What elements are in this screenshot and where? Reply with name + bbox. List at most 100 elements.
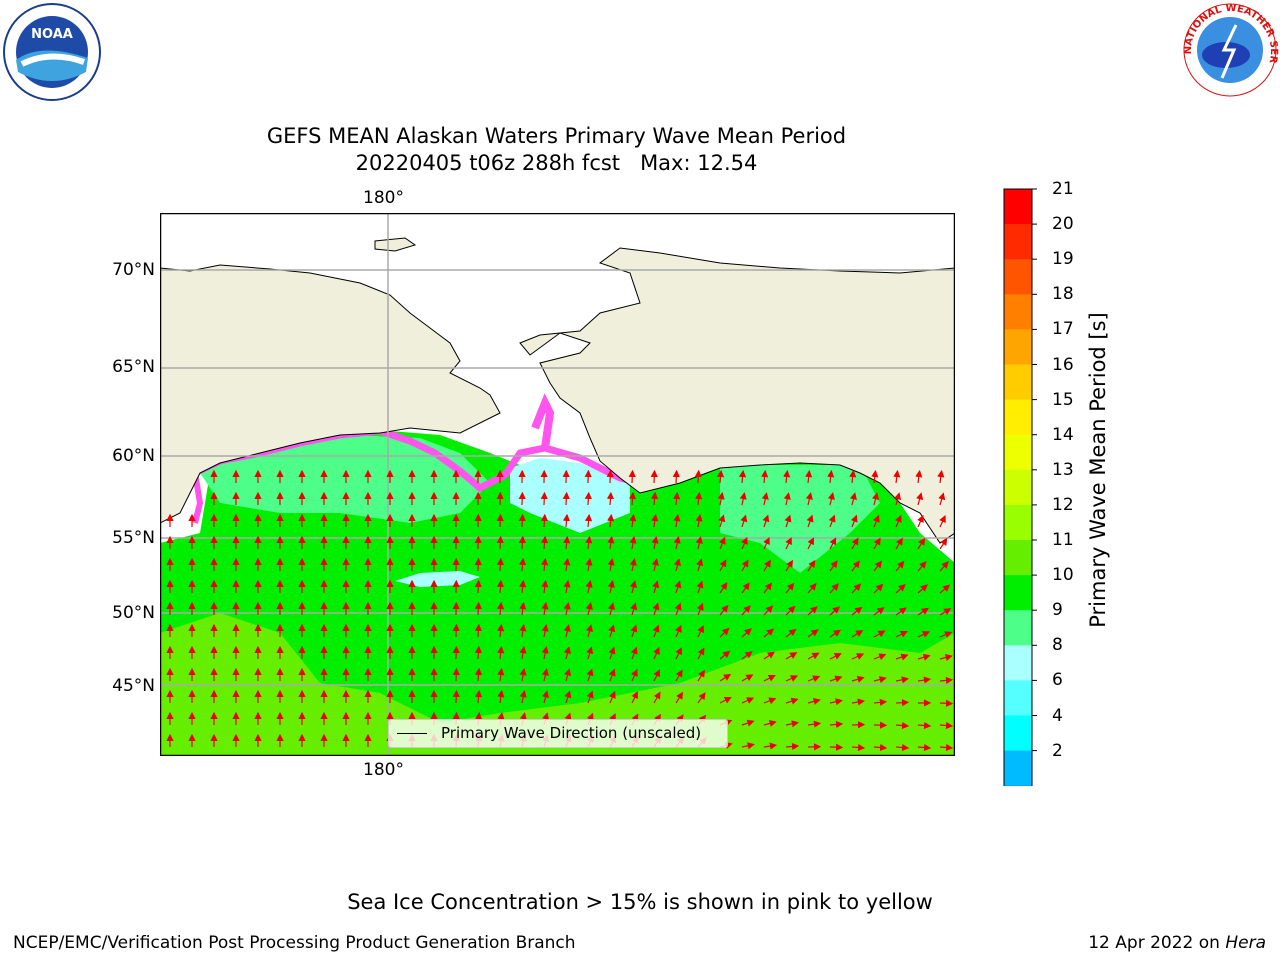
colorbar-tick-label: 11 <box>1052 530 1074 550</box>
map-panel <box>160 213 955 756</box>
wave-direction-arrow <box>785 559 794 572</box>
wave-direction-arrow <box>653 691 661 704</box>
wave-field-light-green <box>160 613 955 756</box>
colorbar-segment <box>1004 645 1032 681</box>
wave-direction-arrow <box>829 629 842 638</box>
wave-direction-arrow <box>851 583 862 594</box>
wave-direction-arrow <box>807 606 818 616</box>
wave-direction-arrow <box>630 646 638 660</box>
wave-direction-arrow <box>719 604 729 616</box>
wave-direction-arrow <box>939 515 946 528</box>
colorbar-tick-label: 14 <box>1052 424 1074 445</box>
wave-direction-arrow <box>939 537 948 550</box>
wave-direction-arrow <box>563 580 571 594</box>
wave-direction-arrow <box>719 650 731 660</box>
wave-direction-arrow <box>519 668 527 682</box>
colorbar-segment <box>1004 434 1032 471</box>
wave-direction-arrow <box>807 537 814 550</box>
land-siberia <box>160 264 501 524</box>
wave-direction-arrow <box>474 645 483 660</box>
legend-line-symbol <box>397 733 427 734</box>
wave-direction-arrow <box>829 606 841 616</box>
wave-direction-arrow <box>586 624 593 638</box>
wave-direction-arrow <box>741 719 755 727</box>
wave-direction-arrow <box>937 469 945 484</box>
wave-direction-arrow <box>741 605 751 616</box>
wave-direction-arrow <box>741 536 748 550</box>
colorbar-segment <box>1004 329 1032 365</box>
wave-direction-arrow <box>497 623 505 638</box>
wave-direction-arrow <box>807 582 817 594</box>
wave-direction-arrow <box>785 537 792 550</box>
wave-direction-arrow <box>939 721 954 730</box>
colorbar-tick-label: 10 <box>1052 565 1074 586</box>
wave-direction-arrow <box>653 669 660 682</box>
wave-direction-arrow <box>785 582 795 594</box>
wave-direction-arrow <box>741 651 753 660</box>
wave-direction-arrow <box>917 653 931 661</box>
wave-direction-arrow <box>653 646 660 660</box>
wave-field-mint <box>200 435 490 523</box>
wave-direction-arrow <box>741 674 754 682</box>
colorbar-tick-label: 6 <box>1052 670 1063 691</box>
wave-direction-arrow <box>849 469 857 484</box>
wave-direction-arrow <box>496 601 505 616</box>
wave-direction-arrow <box>939 676 954 684</box>
graticule <box>160 213 955 756</box>
wave-direction-arrow <box>607 513 615 528</box>
wave-direction-arrow <box>763 605 774 616</box>
wave-direction-arrow <box>518 557 527 572</box>
wave-direction-arrow <box>519 579 527 594</box>
wave-direction-arrow <box>805 492 813 506</box>
wave-direction-arrow <box>674 580 682 594</box>
wave-direction-arrow <box>674 558 681 572</box>
wave-direction-arrow <box>541 579 549 594</box>
wave-direction-arrow <box>496 535 504 550</box>
wave-direction-arrow <box>606 491 615 506</box>
colorbar-segment <box>1004 540 1032 576</box>
wave-direction-arrow <box>586 668 594 682</box>
wave-direction-arrow <box>652 602 660 616</box>
wave-direction-arrow <box>829 653 842 660</box>
wave-direction-arrow <box>719 582 728 594</box>
wave-direction-arrow <box>629 580 637 594</box>
wave-direction-arrow <box>651 558 659 572</box>
wave-direction-arrow <box>851 606 863 616</box>
wave-direction-arrow <box>873 583 884 594</box>
wave-direction-arrow <box>628 469 636 484</box>
wave-direction-arrow <box>894 492 902 506</box>
wave-direction-arrow <box>474 601 482 616</box>
wave-direction-arrow <box>829 583 839 594</box>
wave-direction-arrow <box>697 669 705 682</box>
wave-direction-arrow <box>763 697 777 705</box>
wave-direction-arrow <box>895 607 907 616</box>
wave-direction-arrow <box>497 667 505 682</box>
wave-direction-arrow <box>917 514 924 528</box>
wave-direction-arrow <box>719 627 730 638</box>
colorbar-segment <box>1004 364 1032 401</box>
wave-direction-arrow <box>851 698 865 706</box>
colorbar-segment <box>1004 610 1032 646</box>
wave-direction-arrow <box>563 602 571 616</box>
wave-direction-arrow <box>783 469 791 484</box>
wave-direction-arrow <box>694 469 702 484</box>
colorbar-tick-label: 16 <box>1052 354 1074 375</box>
wave-direction-arrow <box>739 492 747 506</box>
footer-credit: NCEP/EMC/Verification Post Processing Pr… <box>13 933 576 953</box>
wave-direction-arrow <box>849 492 857 506</box>
wave-direction-arrow <box>696 580 704 594</box>
wave-direction-arrow <box>851 675 865 683</box>
colorbar <box>1003 188 1037 786</box>
wave-direction-arrow <box>895 653 909 661</box>
wave-direction-arrow <box>873 560 883 572</box>
wave-direction-arrow <box>695 536 703 550</box>
wave-direction-arrow <box>585 535 593 550</box>
wave-direction-arrow <box>917 676 932 684</box>
wave-direction-arrow <box>939 608 952 616</box>
wave-direction-arrow <box>673 513 681 528</box>
wave-direction-arrow <box>917 584 928 594</box>
wave-direction-arrow <box>785 652 798 660</box>
nws-logo: NATIONAL WEATHER SERVICE <box>1178 0 1279 97</box>
sea-ice-edge-strait <box>531 393 555 449</box>
wave-direction-arrow <box>873 607 885 616</box>
